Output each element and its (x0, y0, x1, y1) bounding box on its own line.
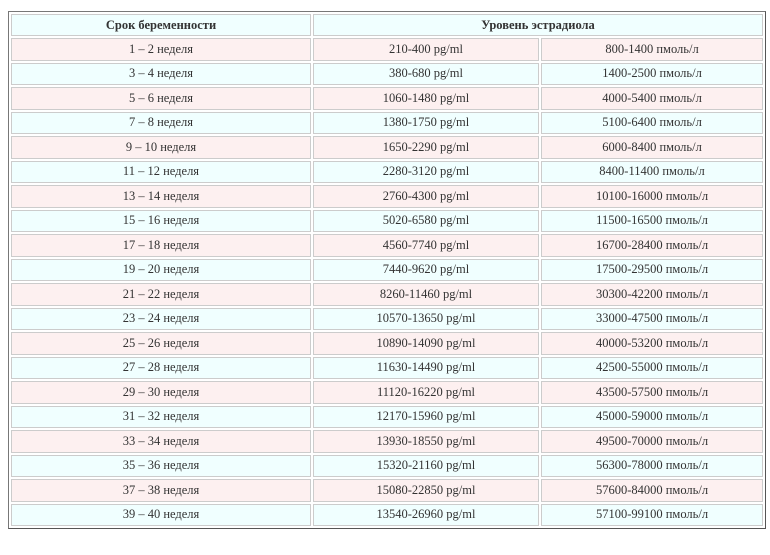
header-estradiol-level: Уровень эстрадиола (313, 14, 763, 36)
cell-estradiol-pmol: 800-1400 пмоль/л (541, 38, 763, 61)
cell-gestation-week: 35 – 36 неделя (11, 454, 311, 477)
cell-gestation-week: 9 – 10 неделя (11, 136, 311, 159)
cell-gestation-week: 21 – 22 неделя (11, 283, 311, 306)
cell-estradiol-pmol: 17500-29500 пмоль/л (541, 258, 763, 281)
cell-gestation-week: 5 – 6 неделя (11, 87, 311, 110)
table-row: 7 – 8 неделя 1380-1750 pg/ml 5100-6400 пмо… (11, 111, 763, 134)
cell-estradiol-pgml: 4560-7740 pg/ml (313, 234, 539, 257)
cell-estradiol-pgml: 11120-16220 pg/ml (313, 381, 539, 404)
table-row: 3 – 4 неделя 380-680 pg/ml 1400-2500 пмоль… (11, 62, 763, 85)
cell-estradiol-pmol: 6000-8400 пмоль/л (541, 136, 763, 159)
cell-estradiol-pgml: 7440-9620 pg/ml (313, 258, 539, 281)
cell-estradiol-pmol: 45000-59000 пмоль/л (541, 405, 763, 428)
cell-gestation-week: 25 – 26 неделя (11, 332, 311, 355)
cell-gestation-week: 13 – 14 неделя (11, 185, 311, 208)
cell-gestation-week: 15 – 16 неделя (11, 209, 311, 232)
cell-estradiol-pgml: 2760-4300 pg/ml (313, 185, 539, 208)
table-row: 1 – 2 неделя 210-400 pg/ml 800-1400 пмоль/… (11, 38, 763, 61)
cell-estradiol-pgml: 12170-15960 pg/ml (313, 405, 539, 428)
cell-gestation-week: 27 – 28 неделя (11, 356, 311, 379)
cell-estradiol-pgml: 210-400 pg/ml (313, 38, 539, 61)
table-row: 39 – 40 неделя 13540-26960 pg/ml 57100-991… (11, 503, 763, 526)
cell-estradiol-pmol: 33000-47500 пмоль/л (541, 307, 763, 330)
cell-gestation-week: 33 – 34 неделя (11, 430, 311, 453)
cell-estradiol-pmol: 16700-28400 пмоль/л (541, 234, 763, 257)
cell-estradiol-pmol: 4000-5400 пмоль/л (541, 87, 763, 110)
cell-gestation-week: 17 – 18 неделя (11, 234, 311, 257)
cell-estradiol-pmol: 1400-2500 пмоль/л (541, 62, 763, 85)
cell-gestation-week: 7 – 8 неделя (11, 111, 311, 134)
table-row: 25 – 26 неделя 10890-14090 pg/ml 40000-532… (11, 332, 763, 355)
cell-gestation-week: 19 – 20 неделя (11, 258, 311, 281)
table-row: 13 – 14 неделя 2760-4300 pg/ml 10100-16000… (11, 185, 763, 208)
cell-estradiol-pmol: 11500-16500 пмоль/л (541, 209, 763, 232)
cell-estradiol-pgml: 15080-22850 pg/ml (313, 479, 539, 502)
table-row: 9 – 10 неделя 1650-2290 pg/ml 6000-8400 пм… (11, 136, 763, 159)
cell-estradiol-pgml: 1650-2290 pg/ml (313, 136, 539, 159)
table-row: 17 – 18 неделя 4560-7740 pg/ml 16700-28400… (11, 234, 763, 257)
estradiol-table: Срок беременности Уровень эстрадиола 1 –… (8, 11, 766, 529)
cell-estradiol-pgml: 11630-14490 pg/ml (313, 356, 539, 379)
header-gestation-term: Срок беременности (11, 14, 311, 36)
table-row: 11 – 12 неделя 2280-3120 pg/ml 8400-11400 … (11, 160, 763, 183)
cell-gestation-week: 1 – 2 неделя (11, 38, 311, 61)
cell-estradiol-pmol: 57100-99100 пмоль/л (541, 503, 763, 526)
table-row: 33 – 34 неделя 13930-18550 pg/ml 49500-700… (11, 430, 763, 453)
cell-estradiol-pgml: 1060-1480 pg/ml (313, 87, 539, 110)
cell-estradiol-pmol: 57600-84000 пмоль/л (541, 479, 763, 502)
cell-estradiol-pmol: 10100-16000 пмоль/л (541, 185, 763, 208)
table-row: 15 – 16 неделя 5020-6580 pg/ml 11500-16500… (11, 209, 763, 232)
cell-estradiol-pgml: 380-680 pg/ml (313, 62, 539, 85)
cell-estradiol-pgml: 13540-26960 pg/ml (313, 503, 539, 526)
cell-estradiol-pmol: 5100-6400 пмоль/л (541, 111, 763, 134)
table-row: 21 – 22 неделя 8260-11460 pg/ml 30300-4220… (11, 283, 763, 306)
cell-estradiol-pgml: 8260-11460 pg/ml (313, 283, 539, 306)
table-row: 23 – 24 неделя 10570-13650 pg/ml 33000-475… (11, 307, 763, 330)
cell-estradiol-pmol: 49500-70000 пмоль/л (541, 430, 763, 453)
cell-estradiol-pgml: 1380-1750 pg/ml (313, 111, 539, 134)
table-row: 5 – 6 неделя 1060-1480 pg/ml 4000-5400 пмо… (11, 87, 763, 110)
cell-estradiol-pgml: 15320-21160 pg/ml (313, 454, 539, 477)
table-row: 29 – 30 неделя 11120-16220 pg/ml 43500-575… (11, 381, 763, 404)
cell-estradiol-pmol: 30300-42200 пмоль/л (541, 283, 763, 306)
cell-gestation-week: 11 – 12 неделя (11, 160, 311, 183)
table-row: 35 – 36 неделя 15320-21160 pg/ml 56300-780… (11, 454, 763, 477)
table-header-row: Срок беременности Уровень эстрадиола (11, 14, 763, 36)
table-row: 31 – 32 неделя 12170-15960 pg/ml 45000-590… (11, 405, 763, 428)
table-row: 27 – 28 неделя 11630-14490 pg/ml 42500-550… (11, 356, 763, 379)
cell-estradiol-pmol: 43500-57500 пмоль/л (541, 381, 763, 404)
cell-gestation-week: 29 – 30 неделя (11, 381, 311, 404)
cell-estradiol-pgml: 5020-6580 pg/ml (313, 209, 539, 232)
cell-estradiol-pmol: 8400-11400 пмоль/л (541, 160, 763, 183)
cell-gestation-week: 39 – 40 неделя (11, 503, 311, 526)
cell-gestation-week: 31 – 32 неделя (11, 405, 311, 428)
table-row: 19 – 20 неделя 7440-9620 pg/ml 17500-29500… (11, 258, 763, 281)
cell-estradiol-pmol: 40000-53200 пмоль/л (541, 332, 763, 355)
cell-estradiol-pmol: 56300-78000 пмоль/л (541, 454, 763, 477)
cell-estradiol-pgml: 2280-3120 pg/ml (313, 160, 539, 183)
cell-gestation-week: 23 – 24 неделя (11, 307, 311, 330)
cell-estradiol-pgml: 10570-13650 pg/ml (313, 307, 539, 330)
table-row: 37 – 38 неделя 15080-22850 pg/ml 57600-840… (11, 479, 763, 502)
cell-gestation-week: 37 – 38 неделя (11, 479, 311, 502)
cell-estradiol-pgml: 13930-18550 pg/ml (313, 430, 539, 453)
cell-estradiol-pgml: 10890-14090 pg/ml (313, 332, 539, 355)
cell-estradiol-pmol: 42500-55000 пмоль/л (541, 356, 763, 379)
cell-gestation-week: 3 – 4 неделя (11, 62, 311, 85)
